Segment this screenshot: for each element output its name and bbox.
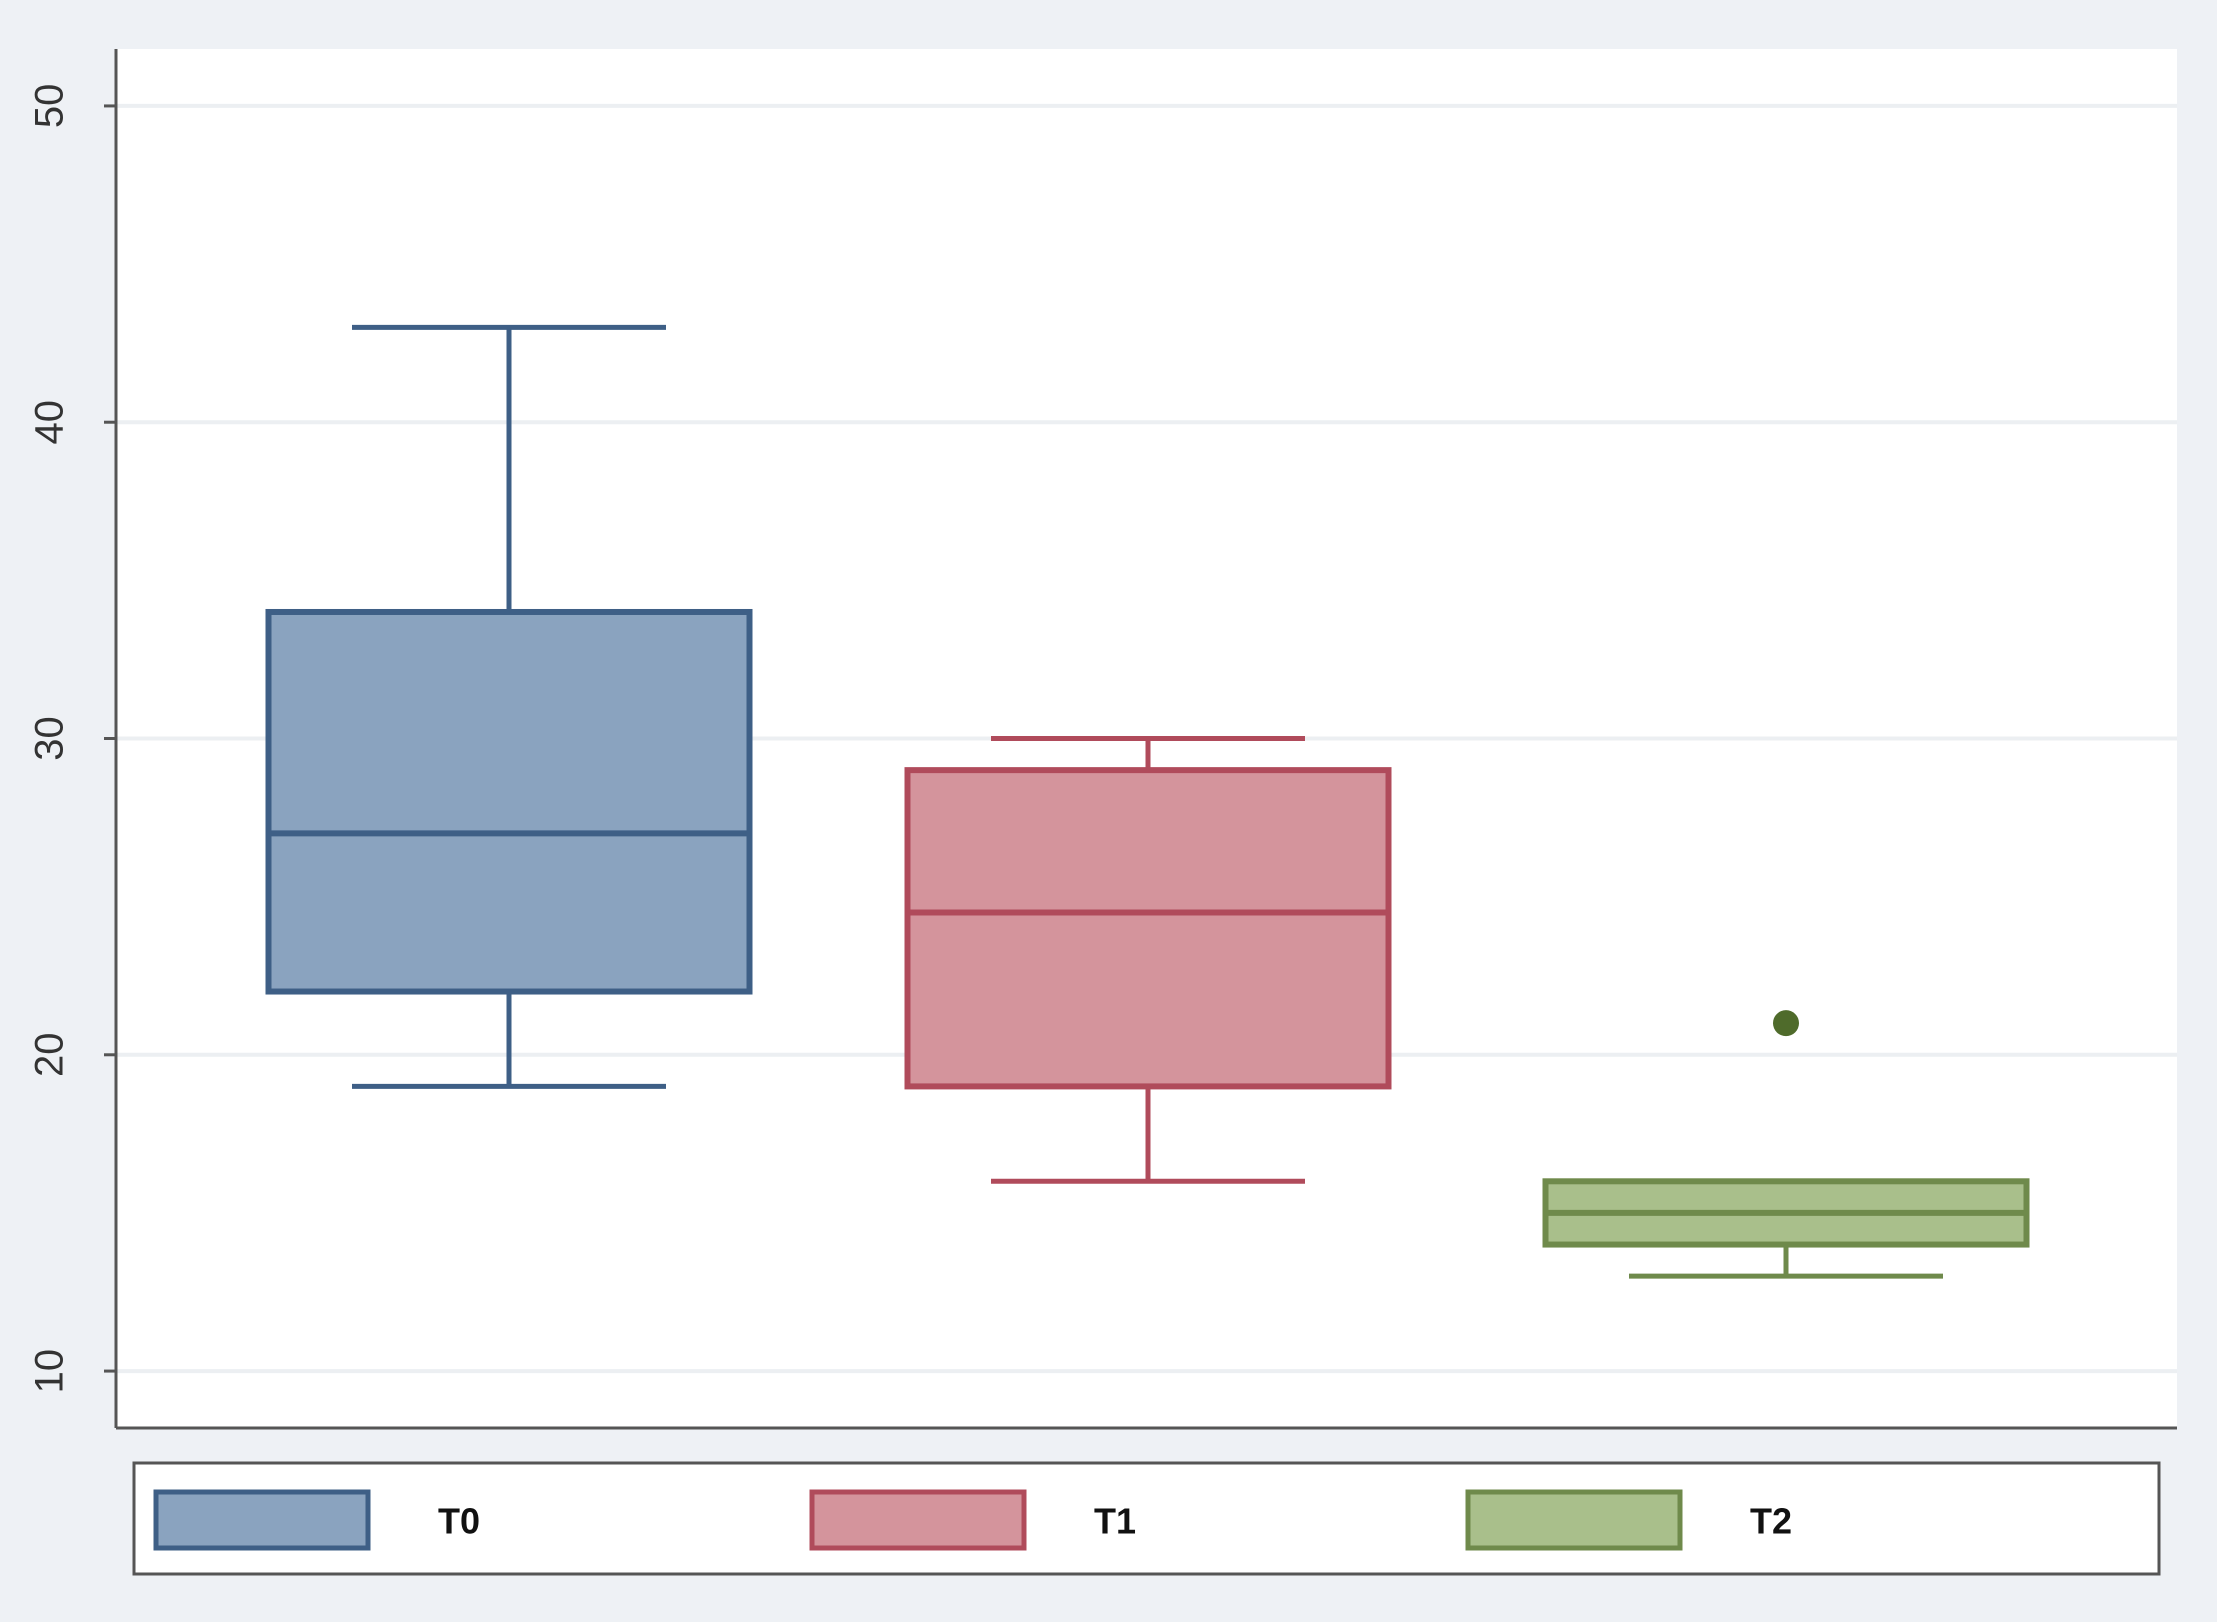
legend-label: T1	[1094, 1501, 1136, 1542]
legend-label: T2	[1750, 1501, 1792, 1542]
y-tick-label: 40	[28, 400, 72, 445]
legend-swatch	[1465, 1489, 1683, 1551]
marks	[265, 324, 2030, 1279]
y-tick-label: 30	[28, 716, 72, 761]
legend-swatch	[153, 1489, 371, 1551]
legend-label: T0	[438, 1501, 480, 1542]
y-tick-label: 20	[28, 1033, 72, 1078]
y-tick-label: 10	[28, 1349, 72, 1394]
outlier	[1773, 1010, 1799, 1037]
legend-swatch	[809, 1489, 1027, 1551]
box	[904, 767, 1392, 1090]
box	[265, 608, 753, 995]
legend	[132, 1461, 2161, 1576]
y-tick-label: 50	[28, 84, 72, 128]
